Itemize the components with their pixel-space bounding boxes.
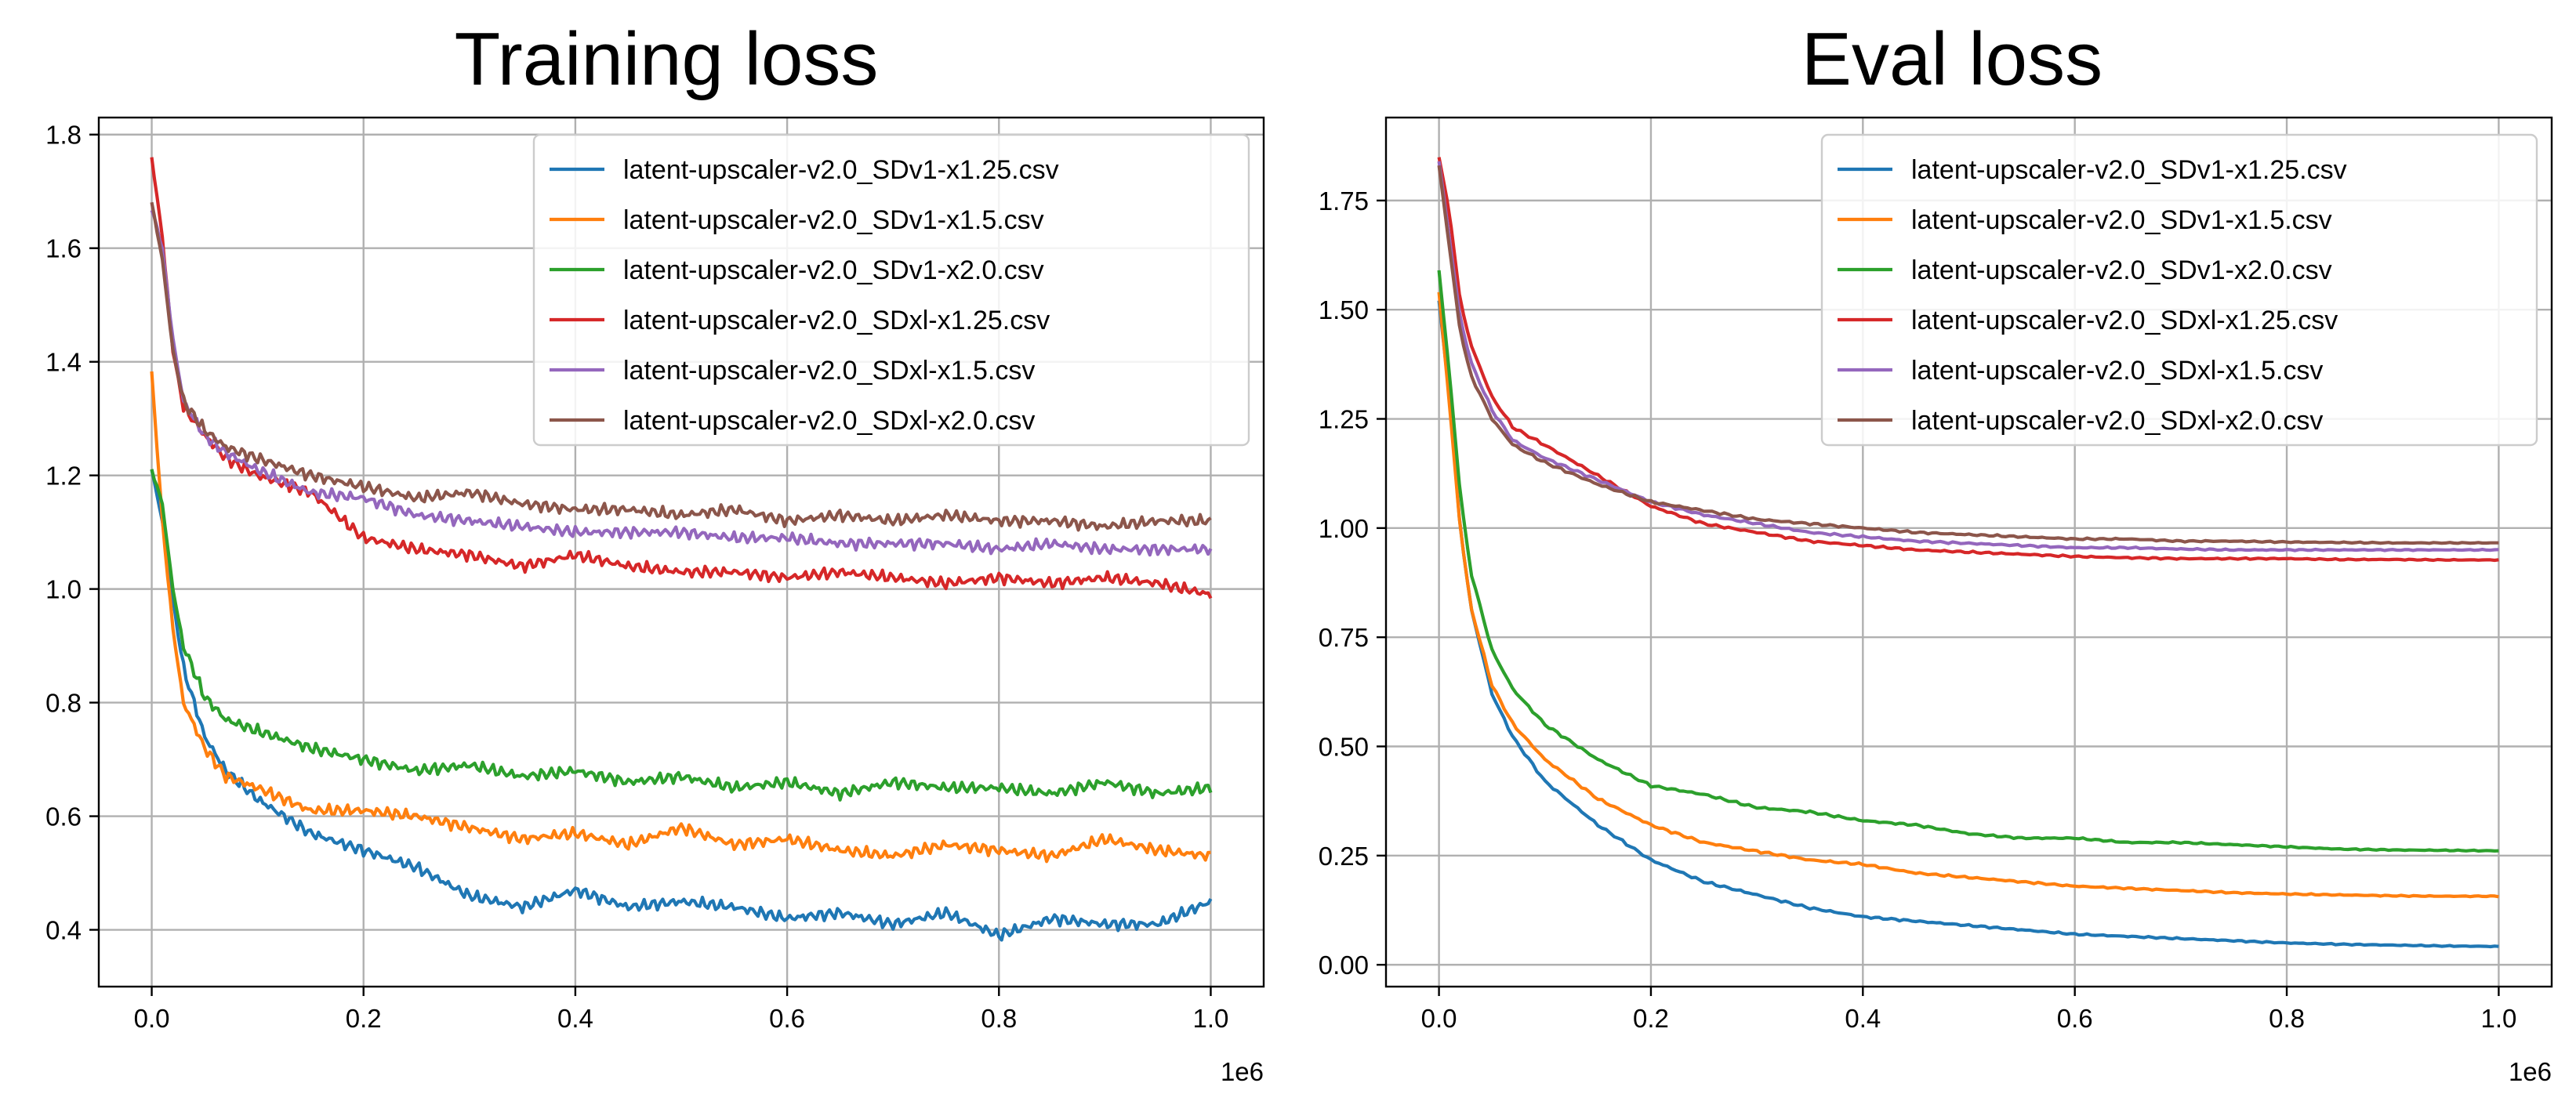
x-tick-label: 0.0 — [1421, 1004, 1457, 1033]
series-line-4 — [1437, 157, 2499, 563]
legend-entry-6: latent-upscaler-v2.0_SDxl-x2.0.csv — [623, 406, 1035, 436]
axes-frame — [97, 116, 1265, 988]
y-tick-label: 0.4 — [45, 916, 82, 945]
x-tick-label: 0.4 — [557, 1004, 593, 1033]
x-tick-label: 0.6 — [769, 1004, 805, 1033]
y-tick-label: 1.25 — [1319, 405, 1369, 434]
y-tick-label: 1.6 — [45, 234, 82, 263]
x-tick-label: 1.0 — [1193, 1004, 1229, 1033]
legend-entry-3: latent-upscaler-v2.0_SDv1-x2.0.csv — [1911, 255, 2332, 285]
x-tick-label: 0.8 — [2269, 1004, 2305, 1033]
y-tick-label: 0.00 — [1319, 951, 1369, 980]
y-tick-label: 0.25 — [1319, 842, 1369, 871]
x-tick-label: 0.6 — [2057, 1004, 2093, 1033]
x-offset-label: 1e6 — [2509, 1057, 2552, 1086]
series-line-1 — [150, 469, 1213, 942]
axes-frame — [1384, 116, 2553, 988]
x-tick-label: 1.0 — [2480, 1004, 2516, 1033]
series-line-2 — [1437, 292, 2499, 899]
series-line-1 — [1437, 300, 2499, 949]
legend-entry-1: latent-upscaler-v2.0_SDv1-x1.25.csv — [623, 155, 1059, 185]
x-offset-label: 1e6 — [1221, 1057, 1264, 1086]
series-line-4 — [150, 157, 1213, 599]
x-tick-label: 0.4 — [1845, 1004, 1881, 1033]
legend-box — [532, 133, 1250, 447]
x-tick-label: 0.8 — [981, 1004, 1017, 1033]
legend-entry-5: latent-upscaler-v2.0_SDxl-x1.5.csv — [623, 356, 1035, 386]
y-tick-label: 0.8 — [45, 689, 82, 718]
x-tick-label: 0.2 — [346, 1004, 382, 1033]
series-line-6 — [1437, 165, 2499, 545]
y-tick-label: 1.2 — [45, 462, 82, 491]
chart-panel-1: 0.0 0.2 0.4 0.6 0.8 1.0 0.4 0.6 0.8 1.0 1.2 1.4 1.6 1… — [45, 17, 1265, 1086]
series-line-6 — [150, 201, 1212, 532]
y-tick-label: 1.0 — [45, 575, 82, 604]
legend-entry-1: latent-upscaler-v2.0_SDv1-x1.25.csv — [1911, 155, 2347, 185]
y-tick-label: 1.75 — [1319, 187, 1369, 216]
legend-entry-2: latent-upscaler-v2.0_SDv1-x1.5.csv — [1911, 205, 2332, 235]
series-line-2 — [150, 371, 1211, 864]
series-line-5 — [150, 209, 1213, 557]
y-tick-label: 0.6 — [45, 802, 82, 831]
legend-entry-2: latent-upscaler-v2.0_SDv1-x1.5.csv — [623, 205, 1044, 235]
legend: latent-upscaler-v2.0_SDv1-x1.25.csvlaten… — [1820, 133, 2538, 447]
legend-box — [1820, 133, 2538, 447]
legend-entry-4: latent-upscaler-v2.0_SDxl-x1.25.csv — [623, 306, 1050, 335]
series-line-3 — [150, 469, 1213, 802]
y-tick-label: 1.00 — [1319, 514, 1369, 543]
legend-entry-4: latent-upscaler-v2.0_SDxl-x1.25.csv — [1911, 306, 2338, 335]
x-tick-label: 0.0 — [134, 1004, 170, 1033]
chart-title: Eval loss — [1801, 17, 2103, 101]
legend-entry-5: latent-upscaler-v2.0_SDxl-x1.5.csv — [1911, 356, 2323, 386]
y-tick-label: 0.50 — [1319, 732, 1369, 761]
y-tick-label: 1.50 — [1319, 295, 1369, 324]
series-line-3 — [1437, 270, 2499, 853]
chart-panel-2: 0.0 0.2 0.4 0.6 0.8 1.0 0.00 0.25 0.50 0.75 1.00 1.… — [1319, 17, 2553, 1086]
series-line-5 — [1437, 161, 2499, 552]
x-tick-label: 0.2 — [1633, 1004, 1669, 1033]
chart-title: Training loss — [455, 17, 879, 101]
y-tick-label: 1.8 — [45, 121, 82, 150]
legend: latent-upscaler-v2.0_SDv1-x1.25.csvlaten… — [532, 133, 1250, 447]
legend-entry-3: latent-upscaler-v2.0_SDv1-x2.0.csv — [623, 255, 1044, 285]
y-tick-label: 1.4 — [45, 348, 82, 377]
y-tick-label: 0.75 — [1319, 623, 1369, 652]
legend-entry-6: latent-upscaler-v2.0_SDxl-x2.0.csv — [1911, 406, 2323, 436]
